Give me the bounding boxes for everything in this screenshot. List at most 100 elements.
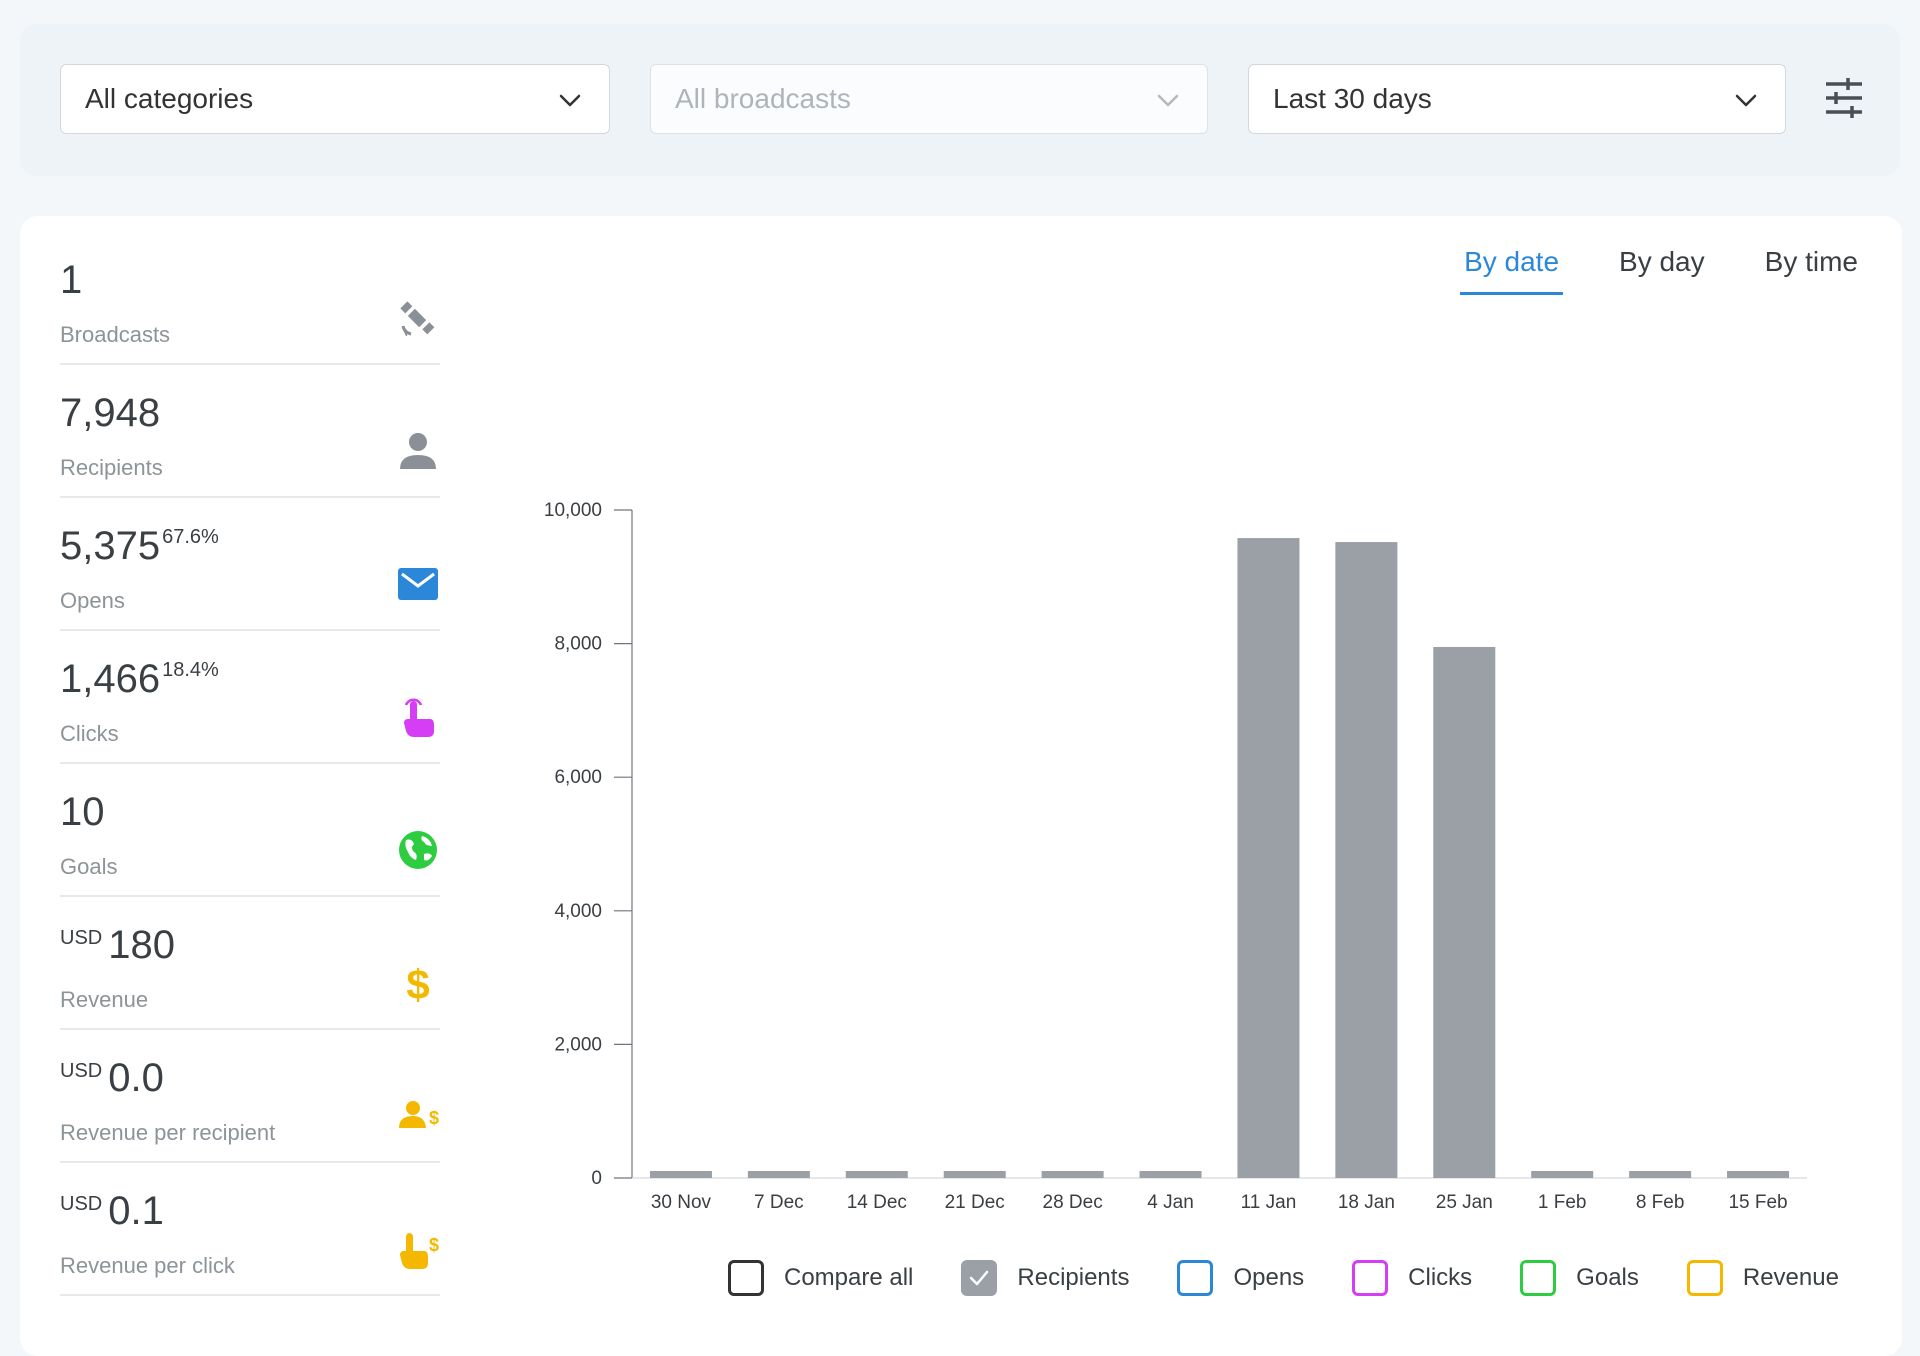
- stat-value: 10: [60, 790, 105, 835]
- stat-broadcasts: 1 Broadcasts: [60, 230, 440, 365]
- chart-legend: Compare all Recipients Opens Clicks Goal…: [728, 1260, 1839, 1296]
- bar: [1237, 538, 1300, 1178]
- x-tick-label: 28 Dec: [1043, 1192, 1103, 1213]
- stat-currency: USD: [60, 1060, 103, 1082]
- legend-label: Recipients: [1017, 1264, 1130, 1291]
- bar: [1139, 1171, 1202, 1178]
- x-tick-label: 25 Jan: [1436, 1192, 1493, 1213]
- stat-percentage: 67.6%: [162, 526, 219, 548]
- stat-number: 0.1: [108, 1189, 164, 1233]
- hand-dollar-icon: $: [400, 1233, 439, 1269]
- chevron-down-icon: [1735, 94, 1757, 107]
- x-tick-label: 4 Jan: [1147, 1192, 1193, 1213]
- x-tick-label: 8 Feb: [1636, 1192, 1685, 1213]
- stat-clicks: 1,466 18.4% Clicks: [60, 629, 440, 764]
- pointer-hand-icon: [404, 698, 434, 737]
- globe-icon: [399, 831, 437, 869]
- stat-value: 7,948: [60, 391, 160, 436]
- period-select-value: Last 30 days: [1273, 83, 1432, 114]
- stat-currency: USD: [60, 927, 103, 949]
- y-tick-label: 10,000: [544, 500, 602, 521]
- checkbox[interactable]: [1520, 1260, 1557, 1296]
- legend-label: Opens: [1233, 1264, 1305, 1291]
- y-tick-label: 4,000: [554, 901, 602, 922]
- stat-label: Revenue per click: [60, 1253, 235, 1278]
- x-tick-label: 18 Jan: [1338, 1192, 1395, 1213]
- legend-recipients[interactable]: Recipients: [961, 1260, 1129, 1296]
- x-tick-label: 11 Jan: [1241, 1192, 1297, 1213]
- stat-label: Opens: [60, 588, 125, 613]
- legend-compare-all[interactable]: Compare all: [728, 1260, 913, 1296]
- legend-label: Revenue: [1742, 1264, 1839, 1291]
- chevron-down-icon: [559, 94, 581, 107]
- category-select[interactable]: All categories: [60, 64, 610, 134]
- stat-recipients: 7,948 Recipients: [60, 363, 440, 498]
- stat-number: 0.0: [108, 1056, 164, 1100]
- envelope-icon: [398, 568, 438, 600]
- stat-value: USD 0.0: [60, 1056, 164, 1101]
- stat-currency: USD: [60, 1193, 103, 1215]
- tab-by-day[interactable]: By day: [1619, 246, 1705, 277]
- broadcast-select-value: All broadcasts: [675, 83, 851, 114]
- tab-by-date[interactable]: By date: [1460, 246, 1564, 295]
- bar: [845, 1171, 908, 1178]
- bar: [1727, 1171, 1790, 1178]
- legend-label: Compare all: [784, 1264, 914, 1291]
- stat-label: Revenue: [60, 987, 149, 1012]
- chevron-down-icon: [1157, 94, 1179, 107]
- person-dollar-icon: $: [399, 1101, 439, 1128]
- y-tick-label: 8,000: [554, 634, 602, 655]
- stat-number: 7,948: [60, 391, 161, 435]
- stat-number: 180: [108, 923, 175, 967]
- stat-value: USD 180: [60, 923, 175, 968]
- stat-revenue-per-recipient: USD 0.0 Revenue per recipient $: [60, 1028, 440, 1163]
- x-tick-label: 14 Dec: [847, 1192, 907, 1213]
- y-tick-label: 2,000: [554, 1034, 602, 1055]
- bar: [1531, 1171, 1594, 1178]
- tab-by-time[interactable]: By time: [1764, 246, 1858, 277]
- stat-number: 1,466: [60, 657, 161, 701]
- filter-settings-icon[interactable]: [1820, 74, 1868, 122]
- check-icon: [970, 1270, 989, 1286]
- stats-card: 1 Broadcasts 7,948 Recipients 5,375 67.6% Open…: [20, 216, 1902, 1356]
- x-tick-label: 15 Feb: [1728, 1192, 1787, 1213]
- svg-text:$: $: [429, 1108, 439, 1128]
- x-tick-label: 7 Dec: [754, 1192, 804, 1213]
- broadcast-select[interactable]: All broadcasts: [650, 64, 1208, 134]
- stat-revenue-per-click: USD 0.1 Revenue per click $: [60, 1161, 440, 1296]
- svg-text:$: $: [406, 961, 429, 1005]
- filter-bar: All categories All broadcasts Last 30 da…: [20, 24, 1900, 176]
- y-tick-label: 0: [591, 1168, 602, 1189]
- stat-percentage: 18.4%: [162, 659, 219, 681]
- stat-label: Recipients: [60, 455, 163, 480]
- checkbox[interactable]: [1686, 1260, 1723, 1296]
- bar: [1433, 646, 1496, 1178]
- bar: [747, 1171, 810, 1178]
- checkbox[interactable]: [1352, 1260, 1389, 1296]
- checkbox[interactable]: [728, 1260, 764, 1296]
- legend-label: Clicks: [1408, 1264, 1473, 1291]
- dollar-icon: $: [406, 961, 429, 1005]
- stat-value: 5,375 67.6%: [60, 524, 219, 569]
- stat-number: 10: [60, 790, 105, 834]
- x-tick-label: 1 Feb: [1538, 1192, 1587, 1213]
- legend-revenue[interactable]: Revenue: [1686, 1260, 1839, 1296]
- chart-tabs: By date By day By time: [1408, 246, 1862, 295]
- stat-number: 5,375: [60, 524, 161, 568]
- bar: [1041, 1171, 1104, 1178]
- period-select[interactable]: Last 30 days: [1248, 64, 1786, 134]
- stat-value: 1,466 18.4%: [60, 657, 219, 702]
- checkbox[interactable]: [1177, 1260, 1214, 1296]
- svg-text:$: $: [429, 1235, 439, 1255]
- legend-clicks[interactable]: Clicks: [1352, 1260, 1472, 1296]
- legend-goals[interactable]: Goals: [1520, 1260, 1639, 1296]
- checkbox[interactable]: [961, 1260, 998, 1296]
- legend-opens[interactable]: Opens: [1177, 1260, 1304, 1296]
- stat-goals: 10 Goals: [60, 762, 440, 897]
- stat-opens: 5,375 67.6% Opens: [60, 496, 440, 631]
- stat-label: Broadcasts: [60, 322, 171, 347]
- bar: [649, 1171, 712, 1178]
- x-tick-label: 21 Dec: [945, 1192, 1005, 1213]
- stat-revenue: USD 180 Revenue $: [60, 895, 440, 1030]
- stat-label: Clicks: [60, 721, 119, 746]
